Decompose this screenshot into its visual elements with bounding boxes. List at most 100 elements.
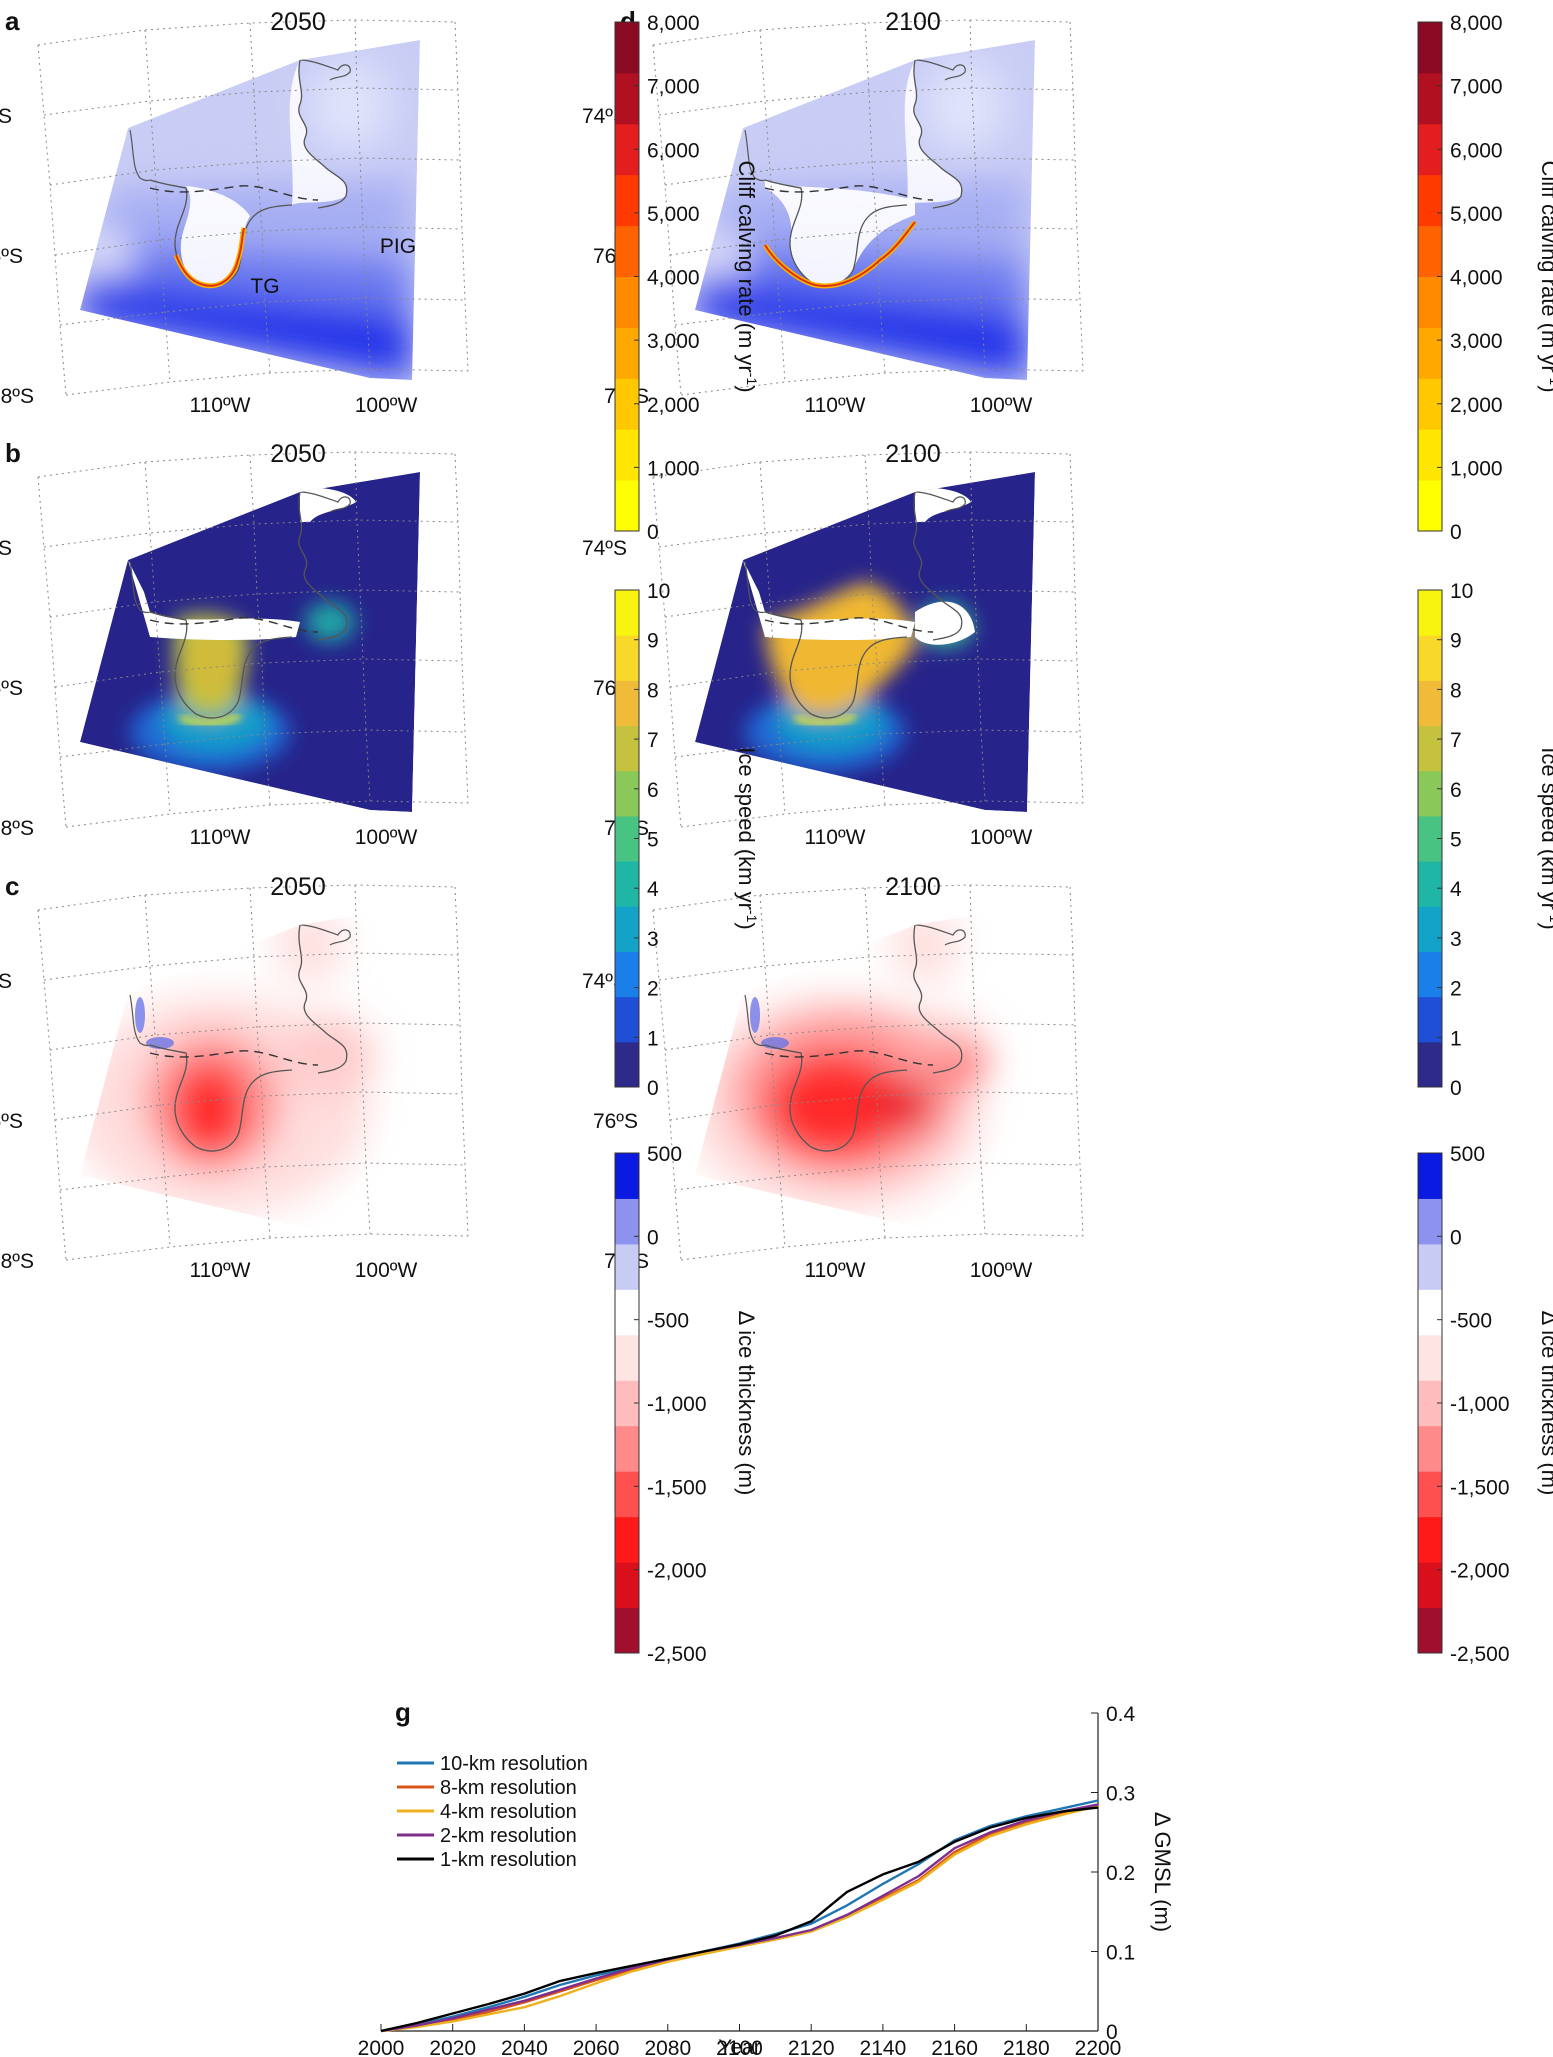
colorbar-tick-label: 8 <box>1450 679 1462 702</box>
colorbar-tick-label: 3 <box>1450 928 1462 951</box>
longitude-label: 100ºW <box>355 394 418 417</box>
colorbar-segment <box>615 1607 639 1654</box>
colorbar-segment <box>615 951 639 998</box>
colorbar-segment <box>1418 590 1442 636</box>
grounding-line <box>764 185 934 201</box>
colorbar-tick-label: 4,000 <box>647 267 700 290</box>
x-tick-label: 2140 <box>860 2037 907 2057</box>
latitude-label: 78ºS <box>0 817 34 840</box>
longitude-label: 110ºW <box>805 394 866 417</box>
latitude-line <box>65 368 469 396</box>
calving-front-core <box>175 227 245 287</box>
colorbar-tick-label: 6,000 <box>1450 139 1503 162</box>
legend-label: 4-km resolution <box>440 1801 577 1823</box>
coastline <box>744 129 766 182</box>
x-tick-label: 2160 <box>931 2037 978 2057</box>
colorbar-segment <box>1418 1289 1442 1336</box>
colorbar-segment <box>1418 174 1442 227</box>
longitude-line <box>652 476 682 828</box>
colorbar-tick-label: 7 <box>647 729 659 752</box>
latitude-label: 76ºS <box>0 245 23 268</box>
coastline <box>298 59 348 209</box>
colorbar-segment <box>615 1471 639 1518</box>
longitude-label: 100ºW <box>355 826 418 849</box>
colorbar-segment <box>1418 1243 1442 1290</box>
colorbar-tick-label: 10 <box>647 580 670 603</box>
legend-label: 10-km resolution <box>440 1753 588 1775</box>
colorbar-tick-label: 1,000 <box>647 457 700 480</box>
coastline <box>744 561 766 614</box>
colorbar-tick-label: -2,500 <box>647 1643 707 1666</box>
x-tick-label: 2060 <box>573 2037 620 2057</box>
colorbar-tick-label: 8,000 <box>1450 12 1503 35</box>
colorbar-segment <box>1418 635 1442 681</box>
x-axis-label: Year <box>718 2036 760 2057</box>
colorbar-segment <box>1418 725 1442 772</box>
panel-letter: g <box>395 1697 411 1727</box>
colorbar-tick-label: 2 <box>1450 978 1462 1001</box>
latitude-line <box>680 800 1084 828</box>
front-speed <box>794 713 857 726</box>
y-axis-label: Δ GMSL (m) <box>1150 1812 1175 1932</box>
latitude-label: 74ºS <box>0 105 12 128</box>
colorbar-tick-label: 0 <box>1450 1226 1462 1249</box>
panel-year: 2050 <box>270 440 326 468</box>
series-line <box>380 1806 1099 2033</box>
colorbar-segment <box>1418 770 1442 817</box>
map-content <box>80 472 420 812</box>
no-data-mask <box>128 560 300 641</box>
colorbar-segment <box>1418 1607 1442 1654</box>
colorbar-tick-label: 6 <box>647 779 659 802</box>
colorbar-tick-label: 1,000 <box>1450 457 1503 480</box>
latitude-line <box>669 1091 1078 1121</box>
x-tick-label: 2180 <box>1003 2037 1050 2057</box>
colorbar-tick-label: 3 <box>647 928 659 951</box>
latitude-line <box>65 800 469 828</box>
colorbar-tick-label: 10 <box>1450 580 1473 603</box>
latitude-line <box>54 226 463 256</box>
colorbar: 0 1,000 2,000 3,000 4,000 5,000 6,000 7,000 8,00… <box>1417 12 1553 544</box>
colorbar-label: Cliff calving rate (m yr-1) <box>734 160 760 392</box>
colorbar-tick-label: 7,000 <box>647 76 700 99</box>
colorbar-tick-label: 0 <box>1450 521 1462 544</box>
colorbar-tick-label: 7,000 <box>1450 76 1503 99</box>
colorbar-segment <box>615 1041 639 1088</box>
colorbar-segment <box>615 22 639 74</box>
grounding-line <box>149 185 319 201</box>
map-panel-b: 74ºS 76ºS 78ºS 110ºW 100ºW b 2050 <box>0 438 469 849</box>
grounded-ice <box>904 60 962 205</box>
panel-year: 2100 <box>885 8 941 36</box>
colorbar-tick-label: 4,000 <box>1450 267 1503 290</box>
graticule <box>37 19 469 396</box>
legend-label: 8-km resolution <box>440 1777 577 1799</box>
latitude-line <box>680 368 1084 396</box>
colorbar-tick-label: 5,000 <box>647 203 700 226</box>
graticule <box>652 19 1084 396</box>
colorbar-tick-label: -2,000 <box>1450 1560 1510 1583</box>
colorbar-segment <box>1418 1471 1442 1518</box>
latitude-label: 76ºS <box>0 1110 23 1133</box>
legend-label: 2-km resolution <box>440 1825 577 1847</box>
colorbar: 0 1,000 2,000 3,000 4,000 5,000 6,000 7,000 8,00… <box>614 12 760 544</box>
front-speed <box>179 713 242 726</box>
colorbar-tick-label: 0 <box>1450 1077 1462 1100</box>
colorbar-tick-label: 5 <box>1450 829 1462 852</box>
longitude-line <box>454 886 469 1237</box>
x-tick-label: 2080 <box>644 2037 691 2057</box>
colorbar-segment <box>1418 225 1442 277</box>
colorbar-segment <box>615 1562 639 1609</box>
panel-year: 2050 <box>270 873 326 901</box>
x-tick-label: 2040 <box>501 2037 548 2057</box>
longitude-line <box>37 476 67 828</box>
longitude-line <box>454 453 469 804</box>
colorbar-tick-label: -2,500 <box>1450 1643 1510 1666</box>
colorbar-tick-label: -1,000 <box>1450 1393 1510 1416</box>
colorbar-segment <box>615 429 639 481</box>
coastline <box>299 924 351 946</box>
colorbar-segment <box>615 1516 639 1563</box>
coastline <box>764 1044 908 1152</box>
colorbar-segment <box>1418 1516 1442 1563</box>
colorbar-tick-label: 4 <box>1450 878 1462 901</box>
coastline <box>298 491 348 641</box>
longitude-line <box>1069 21 1084 372</box>
